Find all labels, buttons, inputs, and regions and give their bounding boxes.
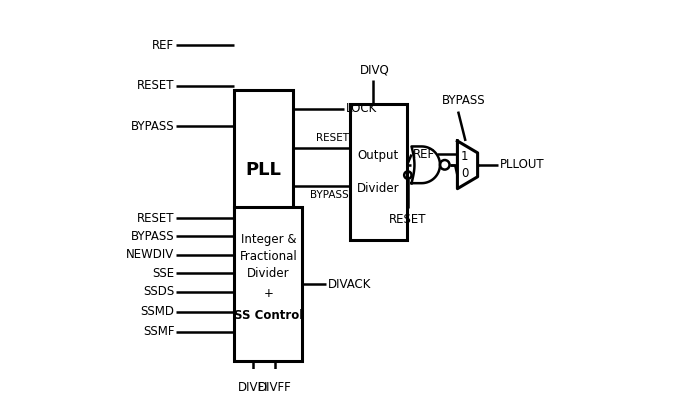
Text: RESET: RESET [316,133,349,143]
Text: Integer &: Integer & [241,233,296,246]
Text: RESET: RESET [137,211,174,224]
Text: DIVQ: DIVQ [360,64,389,77]
Text: Divider: Divider [357,182,400,195]
Bar [234,90,293,251]
Text: DIVFF: DIVFF [258,381,292,393]
Text: Fractional: Fractional [239,250,298,263]
Text: SSMD: SSMD [141,305,174,318]
Text: +: + [263,287,273,300]
Bar [234,207,302,361]
Text: SS Control: SS Control [234,309,303,321]
Text: REF: REF [153,39,174,52]
Polygon shape [457,141,477,189]
Text: REF: REF [413,148,435,161]
Text: NEWDIV: NEWDIV [126,248,174,261]
Text: RESET: RESET [137,79,174,92]
Polygon shape [412,147,440,183]
Text: Output: Output [358,149,399,162]
Text: 1: 1 [461,150,468,163]
Text: BYPASS: BYPASS [131,120,174,133]
Text: RESET: RESET [389,213,426,226]
Text: BYPASS: BYPASS [442,94,486,107]
Text: DIVACK: DIVACK [328,278,371,291]
Text: 0: 0 [461,167,468,180]
Text: SSE: SSE [153,266,174,280]
Text: DIVFI: DIVFI [237,381,268,393]
Text: PLLOUT: PLLOUT [500,158,545,171]
Text: LOCK: LOCK [346,103,377,116]
Text: PLL: PLL [246,161,281,179]
Text: Divider: Divider [247,267,290,280]
Text: BYPASS: BYPASS [310,190,349,200]
Bar [350,104,407,240]
Text: SSDS: SSDS [144,285,174,298]
Text: SSMF: SSMF [143,325,174,338]
Text: BYPASS: BYPASS [131,230,174,243]
